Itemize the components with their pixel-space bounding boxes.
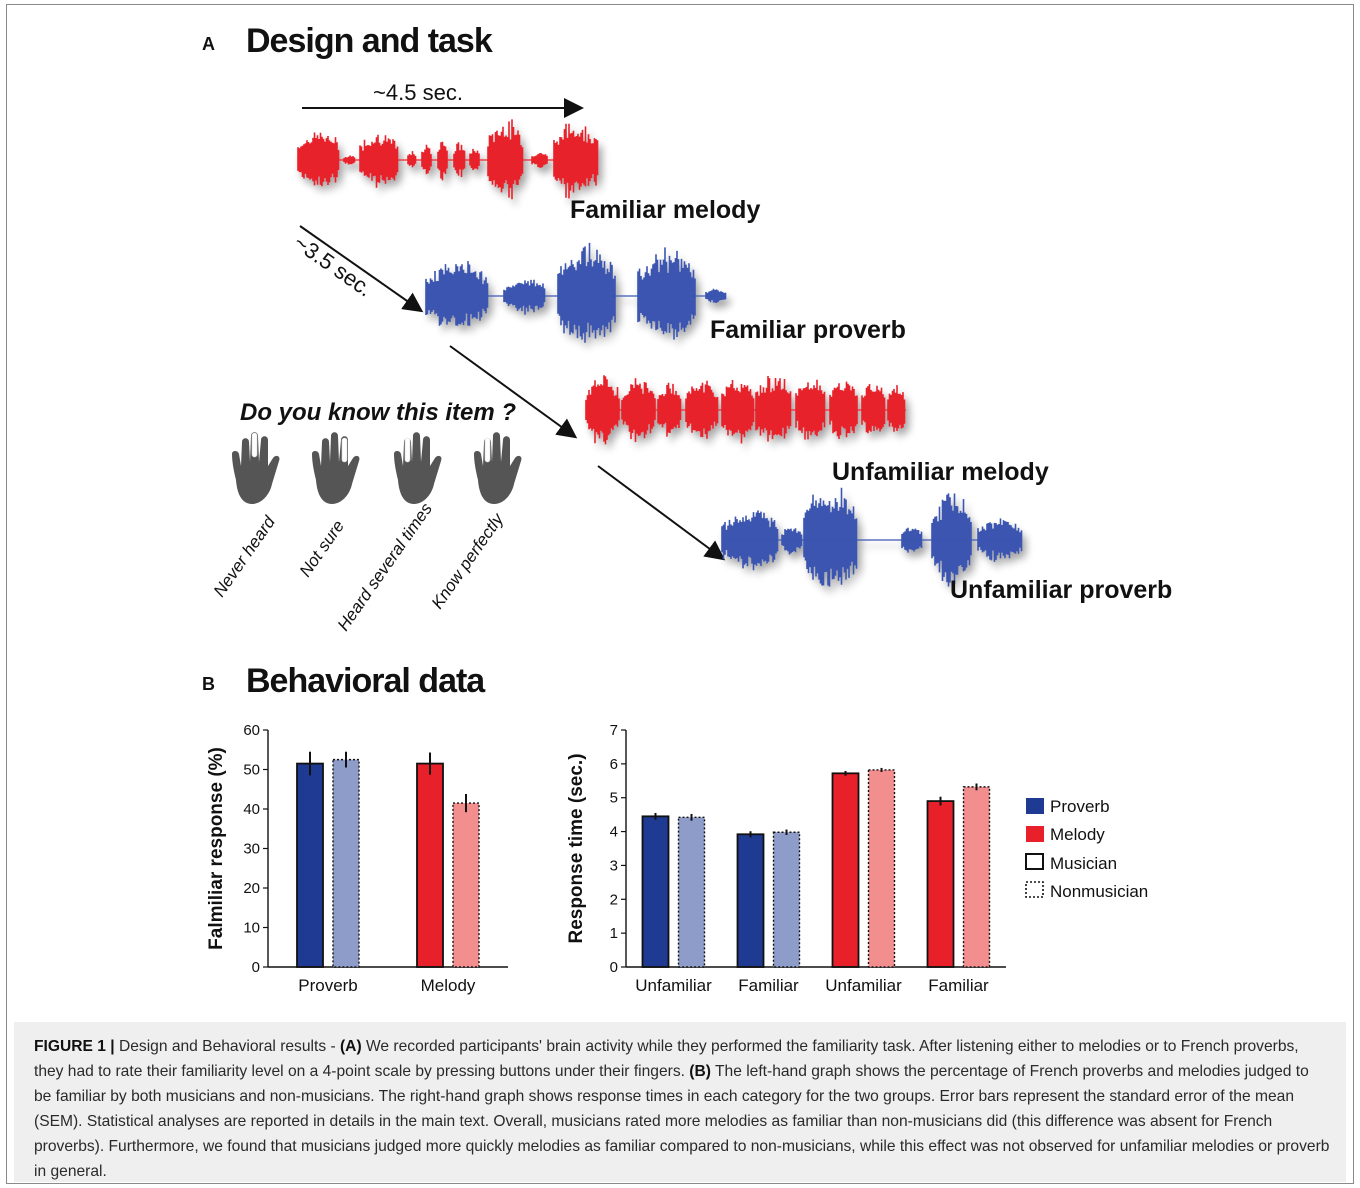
caption-part2: We recorded participants' brain activity… xyxy=(34,1038,1299,1080)
waveform-trace xyxy=(425,242,727,343)
bar-nonmusician-melody xyxy=(452,802,480,968)
hand-shape xyxy=(394,432,442,504)
highlighted-finger xyxy=(484,437,491,463)
legend-melody-label: Melody xyxy=(1050,825,1105,844)
y-tick-label: 5 xyxy=(610,790,618,807)
y-tick-label: 3 xyxy=(610,857,618,874)
legend-melody-swatch xyxy=(1026,826,1044,842)
y-tick-label: 20 xyxy=(243,880,260,897)
y-tick-label: 2 xyxy=(610,891,618,908)
y-axis-label: Falmiliar response (%) xyxy=(206,747,227,950)
bar-musician-melody xyxy=(416,762,444,968)
familiar-proverb-label: Familiar proverb xyxy=(710,316,906,344)
y-tick-label: 7 xyxy=(610,722,618,739)
y-tick-label: 4 xyxy=(610,824,618,841)
panel-b-letter: B xyxy=(202,674,215,694)
y-tick-label: 40 xyxy=(243,801,260,818)
highlighted-finger xyxy=(404,437,411,463)
design-diagram: ~4.5 sec. ~3.5 sec. Familiar melody Fami… xyxy=(210,80,1172,634)
sequence-arrow-2 xyxy=(449,345,578,439)
bar-musician-proverb xyxy=(296,762,324,968)
waveform-trace xyxy=(721,487,1023,587)
highlighted-finger xyxy=(341,437,348,463)
y-tick-label: 30 xyxy=(243,841,260,858)
familiarity-question: Do you know this item ? xyxy=(240,399,516,426)
caption-b-label: (B) xyxy=(689,1063,711,1080)
unfamiliar-melody-waveform xyxy=(585,375,906,445)
response-label-never-heard: Never heard xyxy=(210,512,280,600)
sequence-arrow-3 xyxy=(597,465,726,561)
y-tick-label: 1 xyxy=(610,925,618,942)
bar-musician-familiar xyxy=(926,800,955,968)
panel-b-title: Behavioral data xyxy=(246,662,485,700)
y-tick-label: 50 xyxy=(243,762,260,779)
legend-musician-label: Musician xyxy=(1050,854,1117,873)
familiar-proverb-waveform xyxy=(425,242,727,343)
duration-long-label: ~4.5 sec. xyxy=(373,80,463,105)
legend-proverb-swatch xyxy=(1026,798,1044,814)
figure-caption: FIGURE 1 | Design and Behavioral results… xyxy=(34,1034,1330,1184)
unfamiliar-proverb-label: Unfamiliar proverb xyxy=(950,576,1172,604)
legend-musician-swatch xyxy=(1025,853,1044,870)
response-hands xyxy=(232,432,522,504)
panel-a-letter: A xyxy=(202,34,215,54)
x-tick-label: Familiar xyxy=(928,976,989,995)
caption-a-label: (A) xyxy=(339,1038,362,1055)
caption-figure-label: FIGURE 1 | xyxy=(34,1038,115,1055)
legend-nonmusician-swatch xyxy=(1025,881,1044,898)
bar-nonmusician-proverb xyxy=(332,758,360,968)
response-time-chart: 0 1 2 3 4 5 6 7 Response time (sec.) Unfamiliar Fa… xyxy=(566,722,1006,995)
chart-legend: Proverb Melody Musician Nonmusician xyxy=(1025,797,1148,901)
hand-icon xyxy=(474,432,522,504)
figure-frame xyxy=(6,4,1354,1184)
response-label-know-perfectly: Know perfectly xyxy=(428,509,508,612)
bar-nonmusician-unfamiliar xyxy=(867,769,896,968)
familiar-melody-waveform xyxy=(297,119,599,200)
x-tick-label: Melody xyxy=(421,976,476,995)
response-label-not-sure: Not sure xyxy=(296,517,348,581)
hand-icon xyxy=(394,432,442,504)
y-tick-label: 6 xyxy=(610,756,618,773)
unfamiliar-melody-label: Unfamiliar melody xyxy=(832,458,1049,486)
bar-nonmusician-unfamiliar xyxy=(677,816,706,968)
familiar-melody-label: Familiar melody xyxy=(570,196,760,224)
hand-icon xyxy=(312,432,360,504)
duration-short-label: ~3.5 sec. xyxy=(289,230,377,302)
familiarity-chart: 0 10 20 30 40 50 60 Falmiliar response (%) Prove… xyxy=(206,722,508,995)
highlighted-finger xyxy=(251,432,258,458)
bar-nonmusician-familiar xyxy=(772,831,801,968)
hand-shape xyxy=(474,432,522,504)
y-axis-label: Response time (sec.) xyxy=(566,753,587,943)
x-tick-label: Unfamiliar xyxy=(825,976,902,995)
bar-musician-familiar xyxy=(736,833,765,968)
caption-part3: The left-hand graph shows the percentage… xyxy=(34,1063,1330,1180)
bar-musician-unfamiliar xyxy=(641,815,670,968)
x-tick-label: Familiar xyxy=(738,976,799,995)
caption-part1: Design and Behavioral results - xyxy=(114,1038,340,1055)
hand-icon xyxy=(232,432,280,504)
duration-arrow-short xyxy=(299,225,424,313)
response-label-heard-several: Heard several times xyxy=(334,499,437,634)
x-tick-label: Unfamiliar xyxy=(635,976,712,995)
figure-caption-box: FIGURE 1 | Design and Behavioral results… xyxy=(14,1022,1346,1182)
bar-musician-unfamiliar xyxy=(831,772,860,968)
waveform-trace xyxy=(297,119,599,200)
y-tick-label: 10 xyxy=(243,920,260,937)
unfamiliar-proverb-waveform xyxy=(721,487,1023,587)
y-tick-label: 0 xyxy=(252,959,260,976)
hand-shape xyxy=(232,432,280,504)
y-tick-label: 60 xyxy=(243,722,260,739)
legend-proverb-label: Proverb xyxy=(1050,797,1110,816)
panel-a-title: Design and task xyxy=(246,22,493,60)
legend-nonmusician-label: Nonmusician xyxy=(1050,882,1148,901)
bar-nonmusician-familiar xyxy=(962,786,991,968)
x-tick-label: Proverb xyxy=(298,976,358,995)
hand-shape xyxy=(312,432,360,504)
y-tick-label: 0 xyxy=(610,959,618,976)
